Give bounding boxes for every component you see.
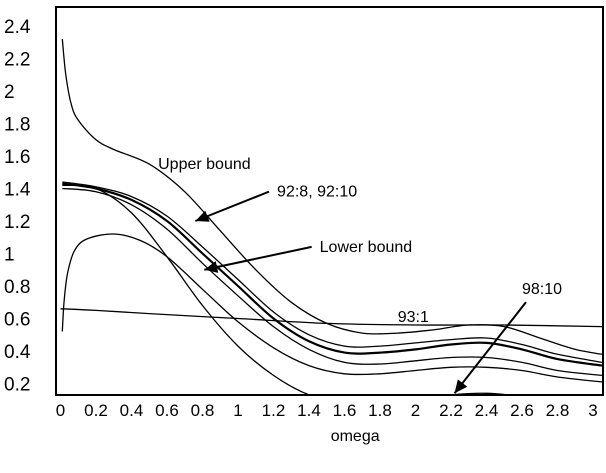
annotation-label-5: 98:10 [522,281,562,298]
x-tick-label: 0.6 [155,401,179,420]
x-tick-label: 2.8 [546,401,570,420]
x-tick-label: 0.4 [120,401,144,420]
y-tick-label: 0.6 [4,310,30,331]
y-tick-label: 2.2 [4,50,30,71]
y-tick-label: 0.2 [4,375,30,396]
y-tick-label: 0.4 [4,342,31,363]
y-tick-label: 0.8 [4,277,30,298]
annotation-label-1: Upper bound [158,156,251,173]
series-line-4 [62,187,602,377]
annotation-arrow-3 [204,245,312,273]
y-tick-label: 1.4 [4,180,31,201]
annotation-arrow-5 [453,301,527,394]
series-line-6 [61,233,602,383]
y-tick-label: 1.6 [4,147,30,168]
x-tick-label: 0.2 [84,401,108,420]
x-tick-label: 2 [411,401,420,420]
x-tick-label: 2.2 [439,401,463,420]
series-line-5 [62,184,515,395]
series-line-2 [62,182,603,367]
y-tick-label: 1 [4,245,15,266]
y-tick-label: 2 [4,82,15,103]
x-tick-label: 0 [56,401,65,420]
y-tick-label: 1.8 [4,115,30,136]
annotation-arrow-2 [195,190,270,222]
x-tick-label: 1 [233,401,242,420]
x-tick-label: 1.4 [297,401,321,420]
x-tick-label: 2.6 [510,401,534,420]
x-tick-label: 1.6 [333,401,357,420]
y-tick-label: 2.4 [4,17,31,38]
annotation-label-3: Lower bound [320,239,413,256]
x-tick-label: 3 [588,401,597,420]
x-axis-label: omega [331,428,380,445]
plot-frame [55,6,604,396]
x-tick-label: 0.8 [191,401,215,420]
annotation-label-2: 92:8, 92:10 [277,184,357,201]
series-line-1 [61,38,603,355]
x-tick-label: 2.4 [475,401,499,420]
series-line-7 [60,308,602,328]
series-line-3 [62,181,603,364]
x-tick-label: 1.8 [368,401,392,420]
y-tick-label: 1.2 [4,212,30,233]
annotation-label-4: 93:1 [398,309,429,326]
x-tick-label: 1.2 [262,401,286,420]
